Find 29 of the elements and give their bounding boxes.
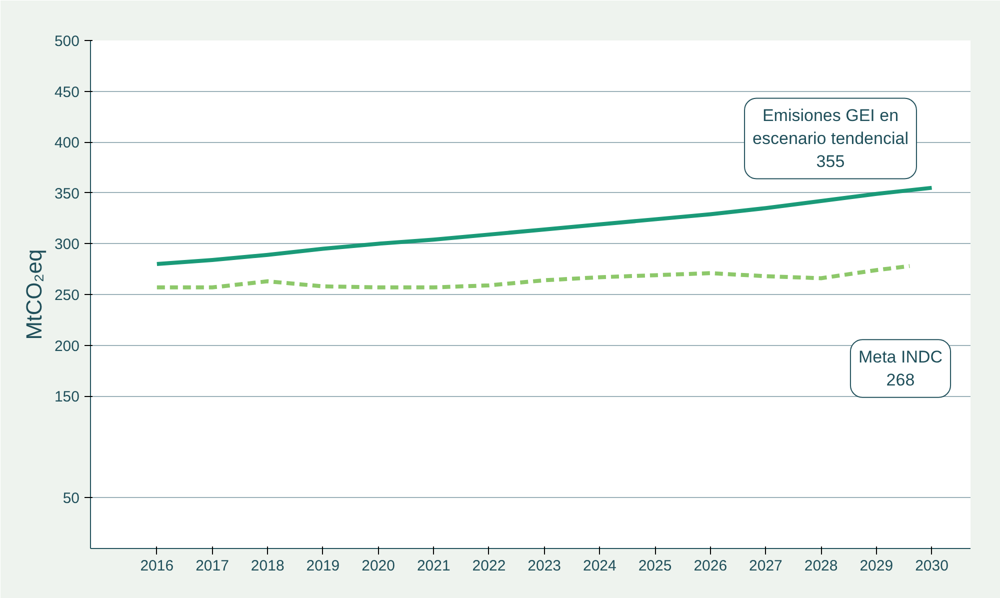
x-tick-label: 2018	[250, 558, 284, 574]
x-tick-label: 2025	[638, 558, 672, 574]
y-tick-label: 250	[54, 287, 80, 304]
x-tick-label: 2019	[306, 558, 340, 574]
line-series	[154, 186, 934, 266]
x-tick-label: 2030	[915, 558, 948, 574]
x-tick-label: 2024	[583, 558, 616, 574]
x-tick-label: 2028	[804, 558, 838, 574]
annotation: Meta INDC 268	[858, 348, 943, 390]
x-tick-label: 2023	[528, 558, 562, 574]
y-tick-label: 450	[54, 84, 80, 101]
y-tick-label: 500	[54, 33, 80, 50]
y-axis-title: MtCO₂eq	[21, 249, 46, 340]
y-tick-label: 50	[62, 490, 80, 508]
x-tick-label: 2016	[140, 558, 174, 574]
x-tick-label: 2029	[860, 558, 894, 574]
y-tick-label: 200	[54, 338, 80, 355]
x-tick-label: 2026	[694, 558, 728, 574]
line-series	[154, 264, 912, 290]
y-tick-label: 350	[54, 185, 80, 202]
x-tick-label: 2022	[472, 558, 506, 574]
x-tick-label: 2021	[416, 558, 450, 574]
y-tick-label: 150	[54, 388, 80, 406]
y-tick-label: 300	[54, 236, 80, 254]
y-tick-label: 400	[54, 134, 80, 152]
x-tick-label: 2017	[196, 558, 229, 574]
x-tick-label: 2020	[362, 558, 395, 574]
annotation: Emisiones GEI en escenario tendencial 355	[752, 106, 908, 171]
x-tick-label: 2027	[749, 558, 782, 574]
